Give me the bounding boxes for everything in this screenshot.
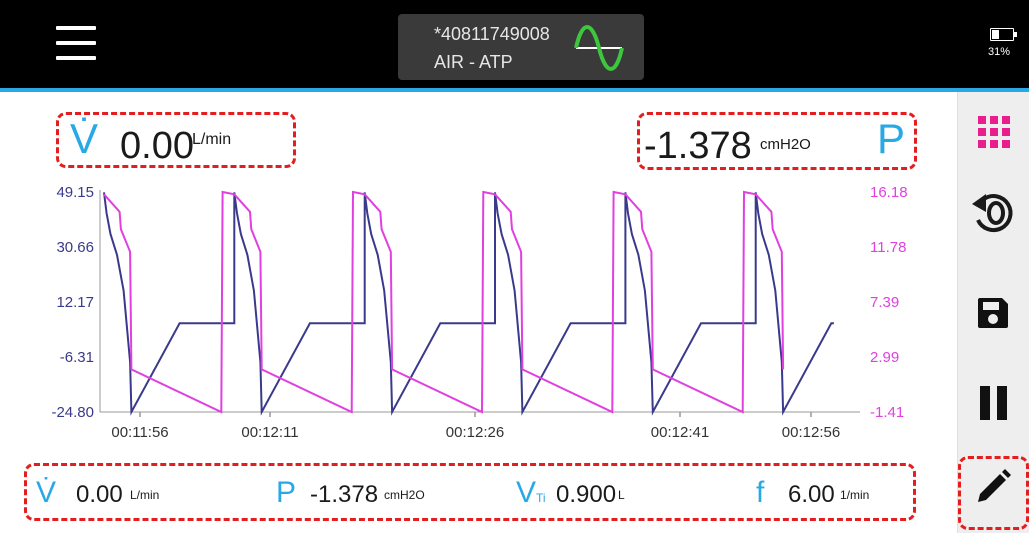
pressure-series-line	[103, 190, 785, 414]
volume-subscript: Ti	[536, 491, 546, 505]
series-layer	[103, 190, 834, 416]
time-axis-ticks: 00:11:56 00:12:11 00:12:26 00:12:41 00:12:56	[111, 412, 840, 441]
time-tick-label: 00:12:56	[782, 424, 840, 441]
menu-icon[interactable]	[56, 26, 96, 60]
grid-icon[interactable]	[978, 116, 1010, 148]
time-tick-label: 00:12:26	[446, 424, 504, 441]
pressure-symbol: P	[877, 115, 906, 162]
left-axis-ticks: 49.15 30.66 12.17 -6.31 -24.80	[51, 184, 94, 421]
bottom-freq-unit: 1/min	[840, 488, 870, 502]
bottom-pressure-value: -1.378	[310, 481, 379, 508]
battery-status: 31%	[988, 26, 1022, 66]
time-tick-label: 00:12:11	[241, 424, 298, 441]
bottom-pressure-symbol: P	[276, 476, 297, 509]
left-tick-label: -6.31	[60, 349, 94, 366]
pressure-unit: cmH2O	[760, 136, 811, 153]
right-tick-label: 2.99	[870, 349, 899, 366]
sine-wave-icon	[574, 25, 624, 71]
battery-icon	[990, 28, 1017, 41]
right-axis-ticks: 16.18 11.78 7.39 2.99 -1.41	[870, 184, 908, 421]
flow-unit: L/min	[192, 131, 232, 148]
bottom-flow-unit: L/min	[130, 488, 160, 502]
bottom-pressure-unit: cmH2O	[384, 488, 425, 502]
top-bar-accent	[0, 88, 1029, 92]
pressure-value: -1.378	[644, 125, 752, 167]
time-tick-label: 00:11:56	[111, 424, 168, 441]
bottom-freq-value: 6.00	[788, 481, 835, 508]
left-tick-label: 49.15	[56, 184, 94, 201]
side-divider	[957, 92, 958, 533]
battery-percent: 31%	[988, 46, 1011, 58]
bottom-flow-value: 0.00	[76, 481, 123, 508]
edit-highlight	[958, 456, 1029, 530]
bottom-freq-symbol: f	[756, 476, 765, 509]
bottom-volume-unit: L	[618, 488, 625, 502]
device-selector[interactable]: *40811749008 AIR - ATP	[398, 14, 644, 80]
right-tick-label: 7.39	[870, 294, 899, 311]
flow-series-line	[103, 192, 834, 416]
zero-reset-icon[interactable]	[970, 190, 1016, 236]
pause-icon[interactable]	[978, 386, 1010, 420]
left-tick-label: -24.80	[51, 404, 94, 421]
left-tick-label: 30.66	[56, 239, 94, 256]
flow-symbol: V̇	[70, 115, 99, 162]
bottom-volume-value: 0.900	[556, 481, 617, 508]
flow-readout-highlight	[56, 112, 296, 168]
edit-pencil-icon[interactable]	[970, 466, 1014, 510]
bottom-volume-symbol: VTi	[516, 476, 546, 509]
waveform-chart: 49.15 30.66 12.17 -6.31 -24.80 16.18 11.78 7.3…	[51, 184, 908, 441]
bottom-readout-highlight	[24, 463, 916, 521]
flow-value: 0.00	[120, 125, 194, 167]
left-tick-label: 12.17	[56, 294, 94, 311]
right-tick-label: 16.18	[870, 184, 908, 201]
device-mode: AIR - ATP	[434, 52, 513, 72]
right-tick-label: 11.78	[870, 239, 906, 256]
right-tick-label: -1.41	[870, 404, 904, 421]
save-icon[interactable]	[976, 296, 1010, 330]
pressure-readout-highlight	[637, 112, 917, 170]
bottom-flow-symbol: V̇	[36, 476, 57, 509]
device-id: *40811749008	[434, 24, 550, 44]
time-tick-label: 00:12:41	[651, 424, 709, 441]
